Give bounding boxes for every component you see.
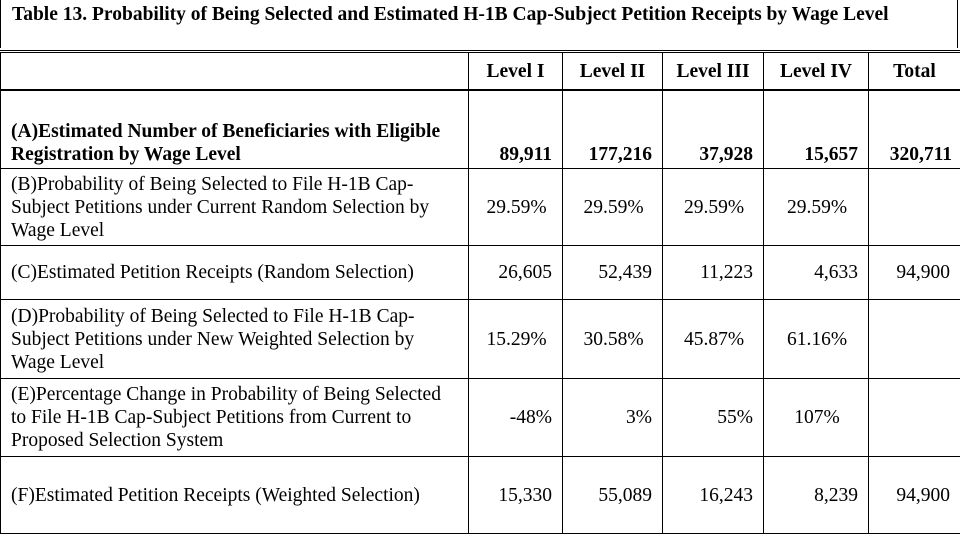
table-row: (A)Estimated Number of Beneficiaries wit…	[1, 90, 960, 169]
cell-value: 29.59%	[663, 169, 764, 246]
table-row: (D)Probability of Being Selected to File…	[1, 300, 960, 379]
row-label: (B)Probability of Being Selected to File…	[1, 169, 469, 246]
column-header-level-4: Level IV	[764, 52, 869, 91]
cell-value: 11,223	[663, 246, 764, 300]
row-label: (C)Estimated Petition Receipts (Random S…	[1, 246, 469, 300]
cell-value: 320,711	[869, 90, 960, 169]
cell-value: 26,605	[469, 246, 563, 300]
row-label: (E)Percentage Change in Probability of B…	[1, 379, 469, 457]
column-header-level-1: Level I	[469, 52, 563, 91]
row-label: (F)Estimated Petition Receipts (Weighted…	[1, 457, 469, 534]
column-header-level-2: Level II	[563, 52, 663, 91]
cell-value: 29.59%	[563, 169, 663, 246]
table-row: (F)Estimated Petition Receipts (Weighted…	[1, 457, 960, 534]
cell-value: 3%	[563, 379, 663, 457]
table-row: (B)Probability of Being Selected to File…	[1, 169, 960, 246]
table-row: (E)Percentage Change in Probability of B…	[1, 379, 960, 457]
header-row: Level I Level II Level III Level IV Tota…	[1, 52, 960, 91]
cell-value: 15.29%	[469, 300, 563, 379]
cell-value: 94,900	[869, 246, 960, 300]
cell-value: 37,928	[663, 90, 764, 169]
cell-value: 29.59%	[764, 169, 869, 246]
row-label: (D)Probability of Being Selected to File…	[1, 300, 469, 379]
cell-value: 30.58%	[563, 300, 663, 379]
cell-value: 8,239	[764, 457, 869, 534]
column-header-total: Total	[869, 52, 960, 91]
cell-value: 15,657	[764, 90, 869, 169]
cell-value	[869, 379, 960, 457]
cell-value: 16,243	[663, 457, 764, 534]
cell-value: 29.59%	[469, 169, 563, 246]
column-header-level-3: Level III	[663, 52, 764, 91]
cell-value	[869, 169, 960, 246]
cell-value: 45.87%	[663, 300, 764, 379]
data-table: Level I Level II Level III Level IV Tota…	[0, 50, 960, 534]
cell-value: 107%	[764, 379, 869, 457]
cell-value: 4,633	[764, 246, 869, 300]
column-header	[1, 52, 469, 91]
cell-value: 94,900	[869, 457, 960, 534]
table-row: (C)Estimated Petition Receipts (Random S…	[1, 246, 960, 300]
cell-value: 177,216	[563, 90, 663, 169]
cell-value: 52,439	[563, 246, 663, 300]
cell-value: 55%	[663, 379, 764, 457]
cell-value: 15,330	[469, 457, 563, 534]
cell-value: 55,089	[563, 457, 663, 534]
cell-value: 61.16%	[764, 300, 869, 379]
cell-value: 89,911	[469, 90, 563, 169]
table-title: Table 13. Probability of Being Selected …	[0, 0, 958, 48]
row-label: (A)Estimated Number of Beneficiaries wit…	[1, 90, 469, 169]
cell-value: -48%	[469, 379, 563, 457]
cell-value	[869, 300, 960, 379]
